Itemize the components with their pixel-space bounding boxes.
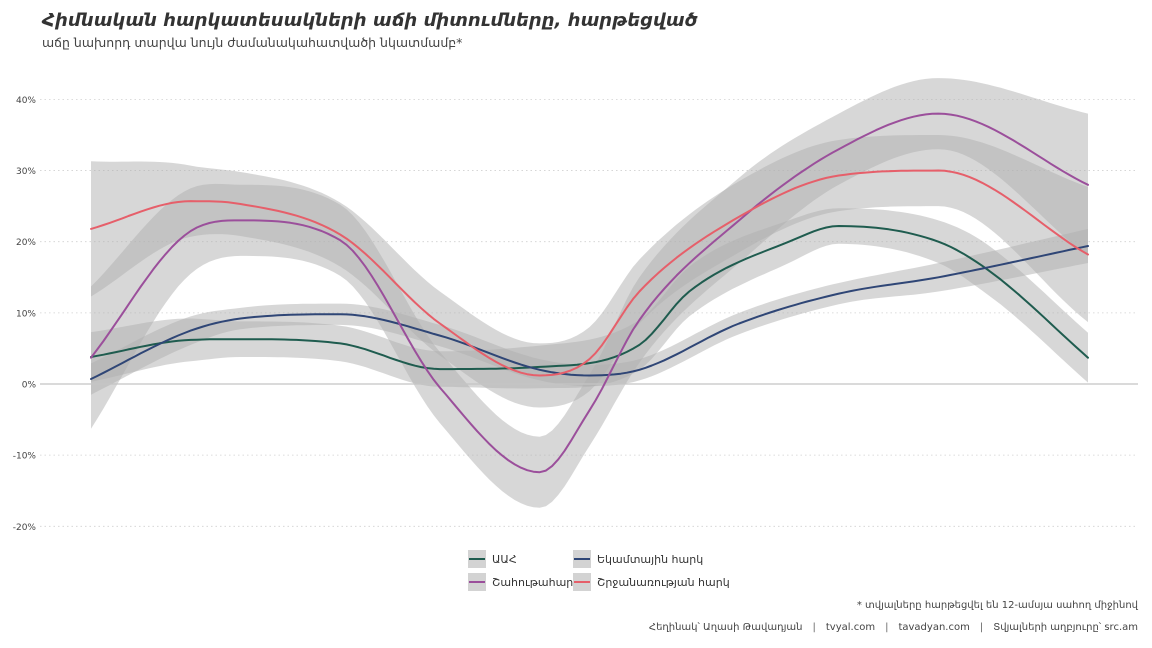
legend-label-profit-tax: Շահութահարկ bbox=[492, 575, 581, 589]
series-line-3 bbox=[90, 169, 1089, 377]
legend-label-turnover-tax: Շրջանառության հարկ bbox=[597, 575, 730, 589]
series-line-0 bbox=[90, 225, 1089, 371]
series-line-2 bbox=[90, 112, 1089, 474]
confidence-band-3 bbox=[91, 135, 1088, 408]
chart-title: Հիմնական հարկատեսակների աճի միտումները, … bbox=[42, 10, 698, 31]
legend-swatch-vat bbox=[469, 558, 485, 560]
y-tick-label: 30% bbox=[16, 167, 36, 177]
legend-swatch-income-tax bbox=[574, 558, 590, 560]
y-tick-label: -20% bbox=[13, 523, 37, 533]
footnote: * տվյալները հարթեցվել են 12-ամսյա սահող … bbox=[856, 600, 1138, 611]
y-tick-label: 10% bbox=[16, 309, 36, 319]
legend-swatch-turnover-tax bbox=[574, 581, 590, 583]
legend-item-profit-tax: Շահութահարկ bbox=[468, 572, 580, 592]
legend-label-vat: ԱԱՀ bbox=[492, 552, 517, 566]
credits: Հեղինակ՝ Աղասի Թավադյան | tvyal.com | ta… bbox=[649, 622, 1138, 633]
credit-separator: | bbox=[885, 622, 889, 633]
legend-key-turnover-tax bbox=[573, 573, 591, 591]
credit-separator: | bbox=[812, 622, 816, 633]
series-line-1 bbox=[90, 245, 1089, 380]
legend-key-vat bbox=[468, 550, 486, 568]
site-link-tvyal[interactable]: tvyal.com bbox=[825, 622, 876, 633]
credit-separator: | bbox=[979, 622, 984, 633]
chart-subtitle: աճը նախորդ տարվա նույն ժամանակահատվածի ն… bbox=[42, 35, 463, 50]
confidence-band-1 bbox=[91, 228, 1088, 395]
legend-item-vat: ԱԱՀ bbox=[468, 549, 517, 569]
legend: ԱԱՀ Եկամտային հարկ Շահութահարկ Շրջանառու… bbox=[468, 549, 768, 597]
data-source: Տվյալների աղբյուրը՝ src.am bbox=[993, 622, 1138, 633]
legend-item-turnover-tax: Շրջանառության հարկ bbox=[573, 572, 730, 592]
legend-key-profit-tax bbox=[468, 573, 486, 591]
legend-item-income-tax: Եկամտային հարկ bbox=[573, 549, 703, 569]
y-tick-label: 0% bbox=[22, 381, 37, 391]
legend-label-income-tax: Եկամտային հարկ bbox=[597, 552, 704, 566]
legend-swatch-profit-tax bbox=[469, 581, 485, 583]
legend-key-income-tax bbox=[573, 550, 591, 568]
y-tick-label: 20% bbox=[16, 238, 36, 248]
confidence-band-2 bbox=[91, 78, 1088, 508]
y-tick-label: -10% bbox=[13, 452, 37, 462]
y-tick-label: 40% bbox=[16, 96, 36, 106]
author-credit: Հեղինակ՝ Աղասի Թավադյան bbox=[648, 622, 803, 633]
site-link-tavadyan[interactable]: tavadyan.com bbox=[898, 622, 970, 633]
